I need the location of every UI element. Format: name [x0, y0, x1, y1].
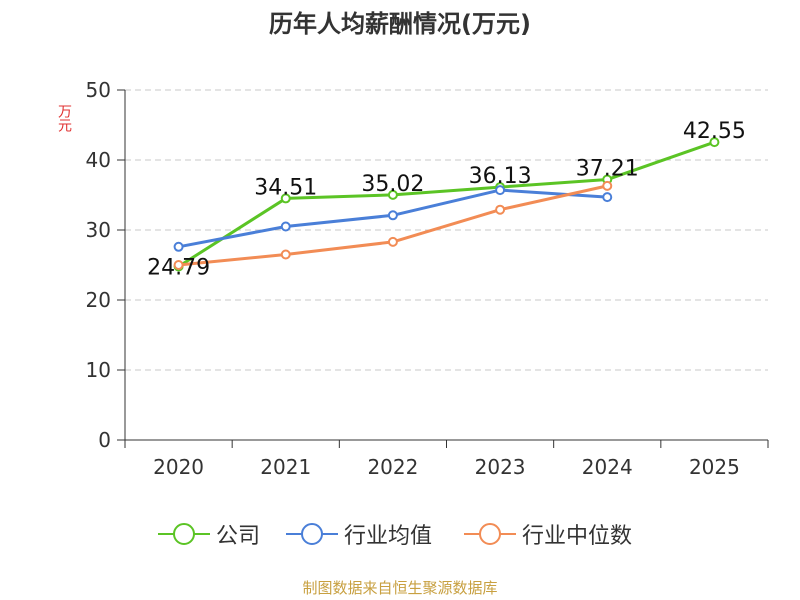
y-axis-label: 万元	[56, 104, 72, 132]
data-source-note: 制图数据来自恒生聚源数据库	[302, 579, 498, 597]
legend-item-industry-average[interactable]: 行业均值	[286, 518, 432, 550]
data-label-2025: 42.55	[683, 119, 746, 144]
axes: 0 10 20 30 40 50 2020 2021 2022 2023 2024 2025	[86, 78, 769, 479]
data-point-1-2024[interactable]	[602, 192, 613, 203]
legend-label-industry-median: 行业中位数	[522, 524, 633, 549]
x-tick-label-2021: 2021	[260, 455, 311, 479]
x-tick-label-2022: 2022	[367, 455, 418, 479]
legend-company-icon	[158, 523, 210, 545]
x-tick-label-2023: 2023	[475, 455, 526, 479]
series-line-0	[177, 140, 715, 268]
data-point-2-2023[interactable]	[495, 204, 506, 215]
x-tick-label-2024: 2024	[582, 455, 633, 479]
y-tick-label: 10	[86, 358, 111, 382]
data-point-1-2021[interactable]	[280, 221, 291, 232]
y-tick-label: 20	[86, 288, 111, 312]
legend: 公司 行业均值 行业中位数	[0, 518, 800, 558]
data-point-0-2025[interactable]	[709, 137, 720, 148]
y-tick-label: 0	[98, 428, 111, 452]
gridlines	[125, 89, 768, 371]
data-label-2024: 37.21	[576, 157, 639, 182]
data-label-2022: 35.02	[361, 172, 424, 197]
legend-label-industry-average: 行业均值	[344, 524, 433, 549]
x-tick-label-2020: 2020	[153, 455, 204, 479]
y-tick-label: 50	[86, 78, 111, 102]
data-label-2020: 24.79	[147, 255, 210, 280]
data-point-2-2020[interactable]	[173, 260, 184, 270]
legend-label-company: 公司	[216, 524, 261, 549]
legend-item-company[interactable]: 公司	[158, 518, 260, 550]
data-point-1-2023[interactable]	[495, 185, 506, 196]
legend-industry-median-icon	[464, 523, 516, 545]
chart-title: 历年人均薪酬情况(万元)	[269, 10, 531, 38]
data-labels: 24.79 34.51 35.02 36.13 37.21 42.55	[147, 119, 746, 280]
data-point-2-2024[interactable]	[602, 180, 613, 191]
y-tick-label: 30	[86, 218, 111, 242]
data-point-1-2020[interactable]	[173, 241, 184, 252]
data-point-2-2021[interactable]	[280, 249, 291, 260]
data-label-2023: 36.13	[469, 164, 532, 189]
legend-industry-average-icon	[286, 523, 338, 545]
data-point-0-2022[interactable]	[387, 189, 398, 200]
data-point-2-2022[interactable]	[387, 236, 398, 247]
y-tick-label: 40	[86, 148, 111, 172]
data-label-2021: 34.51	[254, 175, 317, 200]
legend-item-industry-median[interactable]: 行业中位数	[464, 518, 632, 550]
series-lines	[173, 137, 720, 272]
data-point-0-2021[interactable]	[280, 193, 291, 204]
x-tick-label-2025: 2025	[689, 455, 740, 479]
data-point-1-2022[interactable]	[387, 210, 398, 221]
